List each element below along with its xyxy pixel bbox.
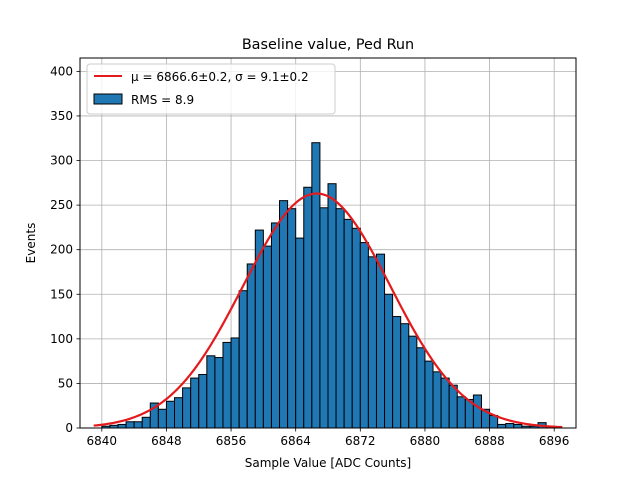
- histogram-bar: [367, 256, 377, 429]
- histogram-bar: [157, 408, 167, 429]
- x-tick-label: 6888: [474, 434, 505, 448]
- histogram-bar: [472, 394, 482, 429]
- y-tick-label: 400: [50, 64, 73, 78]
- y-tick-label: 150: [50, 287, 73, 301]
- histogram-bar: [384, 293, 394, 429]
- histogram-bar: [489, 415, 499, 429]
- plot-frame: [79, 57, 577, 429]
- y-tick-label: 350: [50, 109, 73, 123]
- histogram-bar: [182, 387, 192, 429]
- y-axis-label: Events: [24, 223, 38, 264]
- y-tick-label: 50: [58, 376, 73, 390]
- legend-box: [86, 63, 336, 115]
- histogram-bar: [400, 323, 410, 429]
- legend-histogram-label: RMS = 8.9: [131, 93, 194, 107]
- histogram-bar: [279, 200, 289, 429]
- x-tick-label: 6872: [345, 434, 376, 448]
- histogram-bar: [319, 207, 329, 429]
- histogram-bar: [174, 397, 184, 429]
- histogram-bars: [101, 142, 555, 429]
- histogram-bar: [505, 423, 515, 429]
- y-tick-label: 200: [50, 243, 73, 257]
- legend-histogram-swatch: [93, 93, 123, 105]
- histogram-bar: [287, 208, 297, 429]
- histogram-bar: [246, 263, 256, 429]
- histogram-bar: [230, 337, 240, 429]
- histogram-bar: [133, 421, 143, 429]
- histogram-bar: [222, 341, 232, 429]
- histogram-bar: [432, 371, 442, 429]
- histogram-bar: [262, 245, 272, 429]
- y-tick-label: 0: [65, 421, 73, 435]
- histogram-bar: [456, 396, 466, 429]
- histogram-bar: [165, 400, 176, 429]
- gaussian-fit-curve: [93, 192, 563, 429]
- histogram-bar: [214, 357, 224, 429]
- histogram-bar: [238, 290, 248, 429]
- y-tick-label: 100: [50, 332, 73, 346]
- histogram-bar: [141, 416, 151, 429]
- fit-curve-layer: [93, 192, 563, 429]
- histogram-bar: [359, 242, 369, 429]
- histogram-bar: [206, 355, 216, 429]
- x-tick-label: 6896: [539, 434, 570, 448]
- x-tick-label: 6840: [87, 434, 118, 448]
- histogram-bar: [513, 423, 523, 429]
- x-axis-label: Sample Value [ADC Counts]: [245, 456, 411, 470]
- histogram-bar: [343, 218, 353, 429]
- histogram-bar: [335, 208, 345, 429]
- x-tick-label: 6856: [216, 434, 247, 448]
- histogram-bar: [408, 335, 418, 429]
- histogram-bar: [311, 142, 321, 429]
- histogram-bar: [375, 253, 386, 429]
- x-tick-label: 6848: [151, 434, 182, 448]
- histogram-bar: [125, 421, 135, 429]
- histogram-bar: [303, 186, 313, 429]
- histogram-bar: [351, 227, 361, 429]
- histogram-bar: [327, 183, 337, 429]
- chart-title: Baseline value, Ped Run: [242, 37, 414, 53]
- x-axis-ticks: 6840 6848 6856 6864 6872 6880 6888 6896: [87, 428, 570, 448]
- histogram-bar: [295, 237, 305, 429]
- histogram-bar: [270, 222, 281, 429]
- histogram-bar: [497, 423, 507, 429]
- legend: μ = 6866.6±0.2, σ = 9.1±0.2 RMS = 8.9: [86, 63, 336, 115]
- histogram-bar: [448, 384, 458, 429]
- legend-fit-label: μ = 6866.6±0.2, σ = 9.1±0.2: [131, 70, 309, 84]
- histogram-bar: [424, 360, 434, 429]
- y-axis-ticks: 0 50 100 150 200 250 300 350 400: [50, 64, 80, 435]
- histogram-bar: [416, 347, 426, 429]
- histogram-bar: [198, 374, 208, 429]
- x-tick-label: 6880: [410, 434, 441, 448]
- histogram-bar: [440, 377, 450, 429]
- y-tick-label: 300: [50, 154, 73, 168]
- x-tick-label: 6864: [280, 434, 311, 448]
- histogram-bar: [392, 316, 402, 429]
- y-tick-label: 250: [50, 198, 73, 212]
- histogram-bar: [190, 377, 200, 429]
- histogram-bar: [117, 423, 127, 429]
